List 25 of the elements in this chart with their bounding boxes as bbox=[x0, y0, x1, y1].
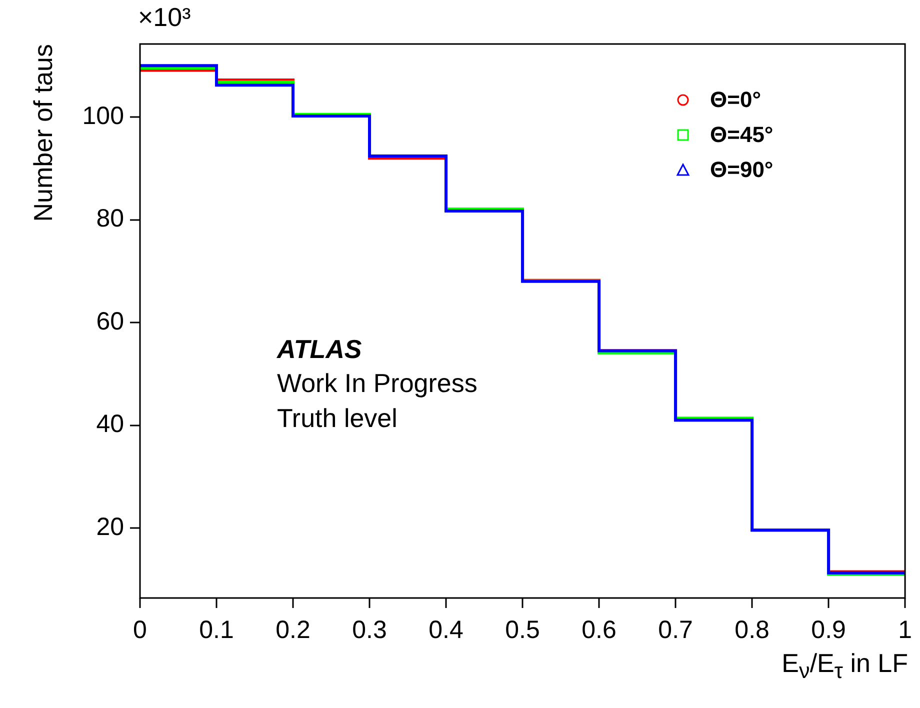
x-tick-label: 0.9 bbox=[811, 616, 846, 644]
annotation: Truth level bbox=[277, 403, 398, 434]
y-tick-label: 40 bbox=[96, 410, 124, 438]
legend-label: Θ=0° bbox=[710, 86, 761, 112]
y-tick-label: 20 bbox=[96, 513, 124, 541]
y-axis-title: Number of taus bbox=[28, 44, 58, 222]
x-tick-label: 0 bbox=[133, 616, 147, 644]
x-tick-label: 0.1 bbox=[199, 616, 234, 644]
x-tick-label: 0.8 bbox=[734, 616, 770, 644]
y-tick-label: 60 bbox=[96, 307, 124, 336]
text: ×10³ bbox=[138, 2, 191, 33]
x-tick-label: 1 bbox=[898, 616, 912, 644]
x-tick-label: 0.7 bbox=[658, 616, 693, 644]
x-axis-title: E$_{ν}$/E$_{τ}$ in LF bbox=[782, 648, 908, 684]
x-tick-label: 0.5 bbox=[505, 616, 540, 644]
x-tick-label: 0.3 bbox=[352, 616, 387, 644]
annotation: Work In Progress bbox=[277, 368, 478, 399]
x-tick-label: 0.2 bbox=[276, 616, 310, 644]
x-tick-label: 0.6 bbox=[582, 616, 616, 644]
y-tick-label: 100 bbox=[82, 102, 124, 130]
legend-label: Θ=90° bbox=[710, 156, 774, 182]
x-tick-label: 0.4 bbox=[428, 616, 464, 644]
legend-label: Θ=45° bbox=[710, 122, 774, 148]
annotation: ATLAS bbox=[277, 334, 362, 365]
y-tick-label: 80 bbox=[96, 204, 124, 233]
